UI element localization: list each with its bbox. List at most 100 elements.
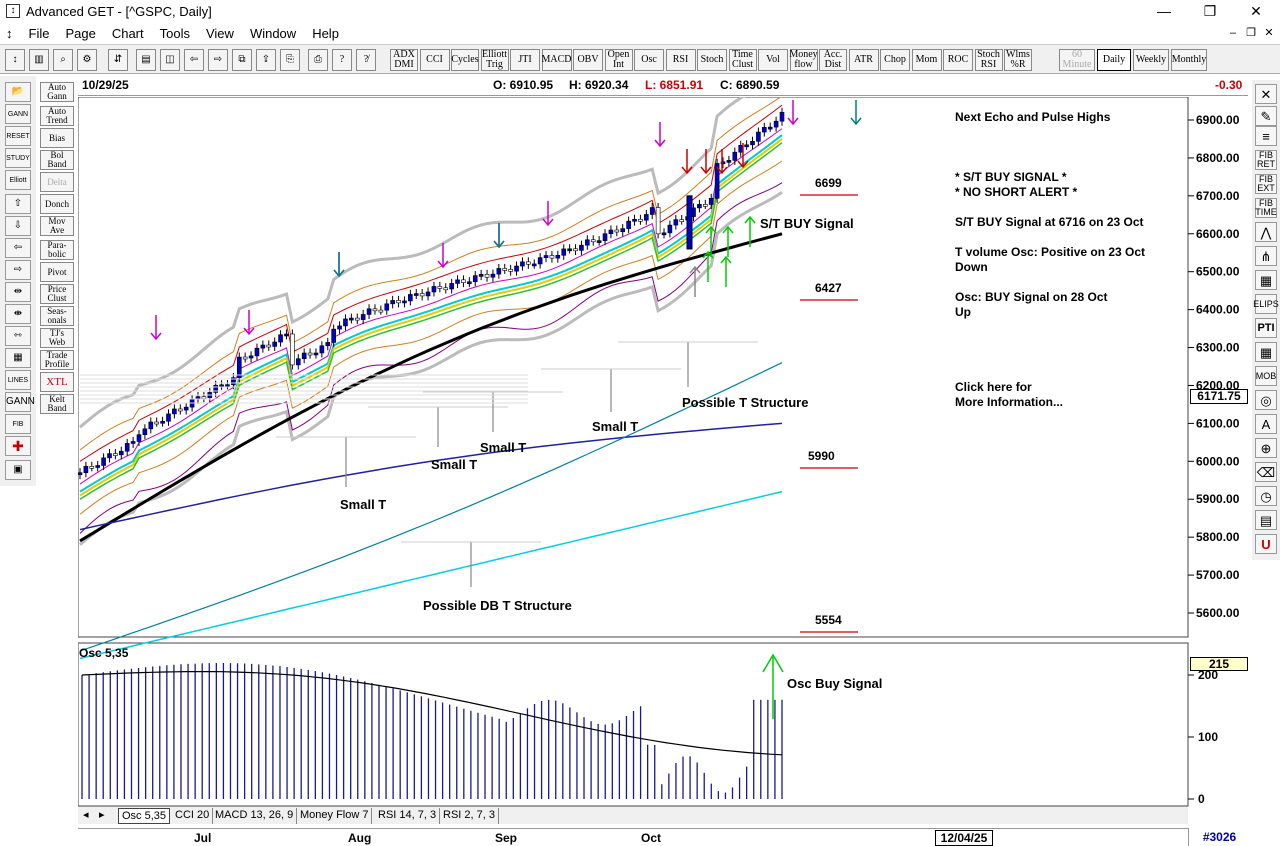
lines-tool-button[interactable]: ≡ [1255, 126, 1277, 146]
settings-button[interactable]: ⚙ [77, 49, 97, 71]
study-button-cci[interactable]: CCI [419, 49, 450, 71]
tab-osc[interactable]: Osc 5,35 [118, 808, 171, 824]
timeframe-monthly[interactable]: Monthly [1171, 49, 1207, 71]
right-tool-fib-time[interactable]: FIB TIME [1255, 198, 1277, 218]
page-button[interactable]: ▤ [136, 49, 156, 71]
study-button-obv[interactable]: OBV [573, 49, 603, 71]
study-button-stoch[interactable]: Stoch [697, 49, 727, 71]
study-button-adx-dmi[interactable]: ADX DMI [390, 49, 418, 71]
tab-macd[interactable]: MACD 13, 26, 9 [212, 808, 298, 824]
open-tool-button[interactable]: 📂 [5, 82, 31, 102]
menu-file[interactable]: File [28, 25, 50, 41]
close-tool-button[interactable]: ✕ [1255, 84, 1277, 104]
zoom-button[interactable]: ⌕ [53, 49, 73, 71]
bar-spacing-tool-button[interactable]: ⇹ [5, 282, 31, 302]
tab-rsi-2[interactable]: RSI 2, 7, 3 [440, 808, 499, 824]
help-button[interactable]: ? [332, 49, 352, 71]
timeframe-daily[interactable]: Daily [1097, 49, 1131, 71]
study-toggle-bias[interactable]: Bias [40, 128, 74, 148]
zoom-bars-tool-button[interactable]: ⇼ [5, 304, 31, 324]
chart-area[interactable]: 6900.00 6800.00 6700.00 6600.00 6500.00 6400.… [78, 97, 1250, 807]
study-button-atr[interactable]: ATR [848, 49, 879, 71]
study-toggle-trade-profile[interactable]: Trade Profile [40, 350, 74, 370]
menu-chart[interactable]: Chart [111, 25, 144, 41]
timeframe-weekly[interactable]: Weekly [1133, 49, 1169, 71]
study-toggle-bol-band[interactable]: Bol Band [40, 150, 74, 170]
more-info-link[interactable]: More Information... [955, 395, 1063, 409]
study-button-elliott-trig[interactable]: Elliott Trig [480, 49, 509, 71]
study-toggle-mov-ave[interactable]: Mov Ave [40, 216, 74, 236]
gann-fan-tool-button[interactable]: GANN [5, 392, 35, 412]
grid-tool-button[interactable]: ▦ [1255, 270, 1277, 290]
study-button-roc[interactable]: ROC [943, 49, 973, 71]
mdi-restore-button[interactable]: ❐ [1246, 27, 1256, 39]
study-button-chop[interactable]: Chop [880, 49, 910, 71]
export-button[interactable]: ⇪ [256, 49, 276, 71]
study-toggle-price-clust[interactable]: Price Clust [40, 284, 74, 304]
right-tool-fib-ret[interactable]: FIB RET [1255, 150, 1277, 170]
chart-button[interactable]: ▥ [29, 49, 49, 71]
elliott-tool-button[interactable]: Elliott [5, 170, 31, 190]
right-tool-fib-ext[interactable]: FIB EXT [1255, 174, 1277, 194]
close-button[interactable]: ✕ [1233, 0, 1279, 22]
study-toggle-auto-gann[interactable]: Auto Gann [40, 82, 74, 102]
study-button-acc-dist[interactable]: Acc. Dist [819, 49, 847, 71]
restore-button[interactable]: ❐ [1187, 0, 1233, 22]
tab-money-flow[interactable]: Money Flow 7 [297, 808, 373, 824]
window-button[interactable]: ⧉ [232, 49, 252, 71]
fib-tool-button[interactable]: FIB [5, 414, 31, 434]
menu-page[interactable]: Page [65, 25, 96, 41]
tab-scroll-left[interactable]: ◂ [83, 809, 89, 821]
menu-view[interactable]: View [205, 25, 234, 41]
down-arrow-tool-button[interactable]: ⇩ [5, 216, 31, 236]
click-here-link[interactable]: Click here for [955, 380, 1032, 394]
magnet-button[interactable]: U [1255, 534, 1277, 554]
study-button-mom[interactable]: Mom [911, 49, 942, 71]
right-tool-pti[interactable]: PTI [1255, 318, 1277, 338]
reset-tool-button[interactable]: RESET [5, 126, 31, 146]
fan-button[interactable]: ⋔ [1255, 246, 1277, 266]
lines-tool-button[interactable]: LINES [5, 370, 31, 390]
study-toggle-kelt-band[interactable]: Kelt Band [40, 394, 74, 414]
study-button-wlms-r[interactable]: Wlms %R [1004, 49, 1032, 71]
study-button-money-flow[interactable]: Money flow [789, 49, 818, 71]
study-toggle-donch[interactable]: Donch [40, 194, 74, 214]
grid-small-button[interactable]: ▦ [1255, 342, 1277, 362]
study-button-rsi[interactable]: RSI [665, 49, 696, 71]
study-button-jti[interactable]: JTI [510, 49, 540, 71]
layers-button[interactable]: ▤ [1255, 510, 1277, 530]
crosshair-tool-button[interactable]: ✚ [5, 436, 31, 456]
study-tool-button[interactable]: STUDY [5, 148, 31, 168]
tab-rsi-14[interactable]: RSI 14, 7, 3 [375, 808, 441, 824]
clipboard-button[interactable]: ⎘ [280, 49, 300, 71]
study-button-osc[interactable]: Osc [634, 49, 664, 71]
zoom-in-button[interactable]: ⊕ [1255, 438, 1277, 458]
target-button[interactable]: ◎ [1255, 390, 1277, 410]
study-button-stoch-rsi[interactable]: Stoch RSI [974, 49, 1003, 71]
study-button-cycles[interactable]: Cycles [451, 49, 479, 71]
gann-tool-button[interactable]: GANN [5, 104, 31, 124]
study-toggle-pivot[interactable]: Pivot [40, 262, 74, 282]
study-toggle-auto-trend[interactable]: Auto Trend [40, 106, 74, 126]
pitchfork-button[interactable]: ⋀ [1255, 222, 1277, 242]
forward-button[interactable]: ⇨ [208, 49, 228, 71]
study-toggle-xtl[interactable]: XTL [40, 372, 74, 392]
clock-button[interactable]: ◷ [1255, 486, 1277, 506]
eraser-button[interactable]: ⌫ [1255, 462, 1277, 482]
back-button[interactable]: ⇦ [184, 49, 204, 71]
tab-scroll-right[interactable]: ▸ [99, 809, 105, 821]
left-arrow-tool-button[interactable]: ⇦ [5, 238, 31, 258]
study-toggle-delta[interactable]: Delta [40, 172, 74, 192]
compress-tool-button[interactable]: ⇿ [5, 326, 31, 346]
pencil-button[interactable]: ✎ [1255, 106, 1277, 126]
text-button[interactable]: A [1255, 414, 1277, 434]
right-tool-mob[interactable]: MOB [1255, 366, 1277, 386]
copy-button[interactable]: ◫ [160, 49, 180, 71]
cursor-button[interactable]: ↕ [5, 49, 25, 71]
timeframe-60-minute[interactable]: 60 Minute [1059, 49, 1095, 71]
mdi-minimize-button[interactable]: – [1229, 27, 1237, 39]
tab-cci[interactable]: CCI 20 [172, 808, 214, 824]
up-arrow-tool-button[interactable]: ⇧ [5, 194, 31, 214]
right-tool-elips[interactable]: ELIPS [1253, 294, 1279, 314]
right-arrow-tool-button[interactable]: ⇨ [5, 260, 31, 280]
